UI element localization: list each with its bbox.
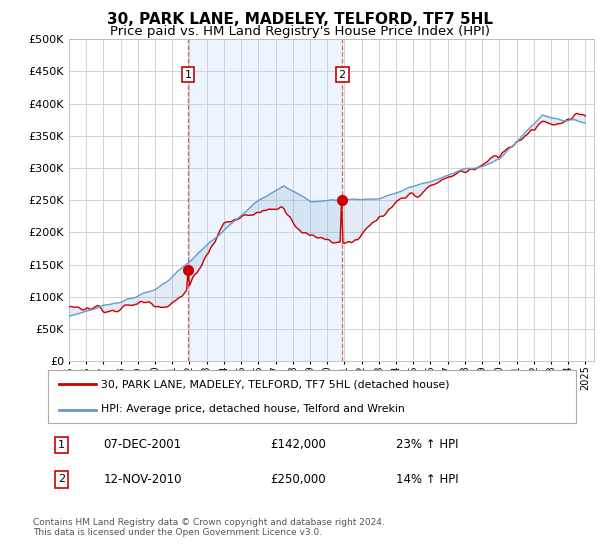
Text: 2: 2 [338, 69, 346, 80]
Text: £250,000: £250,000 [270, 473, 325, 486]
Text: 2: 2 [58, 474, 65, 484]
Bar [188, 39, 342, 361]
Text: 23% ↑ HPI: 23% ↑ HPI [397, 438, 459, 451]
Text: Price paid vs. HM Land Registry's House Price Index (HPI): Price paid vs. HM Land Registry's House … [110, 25, 490, 38]
Text: 30, PARK LANE, MADELEY, TELFORD, TF7 5HL: 30, PARK LANE, MADELEY, TELFORD, TF7 5HL [107, 12, 493, 27]
Text: 1: 1 [58, 440, 65, 450]
Text: £142,000: £142,000 [270, 438, 326, 451]
Text: 30, PARK LANE, MADELEY, TELFORD, TF7 5HL (detached house): 30, PARK LANE, MADELEY, TELFORD, TF7 5HL… [101, 380, 449, 390]
Text: Contains HM Land Registry data © Crown copyright and database right 2024.
This d: Contains HM Land Registry data © Crown c… [33, 518, 385, 538]
Text: 14% ↑ HPI: 14% ↑ HPI [397, 473, 459, 486]
Text: 12-NOV-2010: 12-NOV-2010 [103, 473, 182, 486]
Text: 07-DEC-2001: 07-DEC-2001 [103, 438, 182, 451]
Text: 1: 1 [185, 69, 191, 80]
Text: HPI: Average price, detached house, Telford and Wrekin: HPI: Average price, detached house, Telf… [101, 404, 404, 414]
